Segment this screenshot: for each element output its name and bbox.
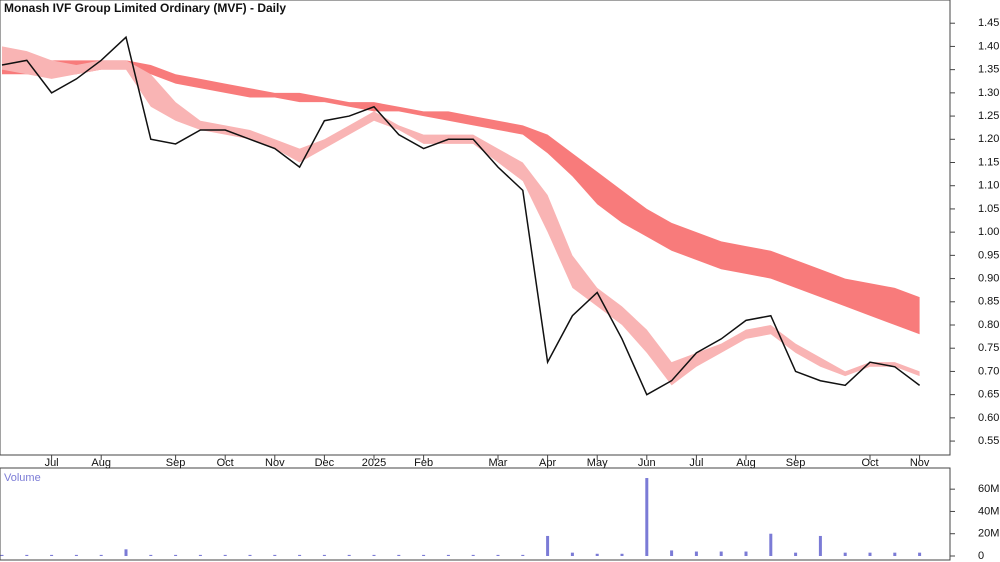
volume-panel xyxy=(0,467,951,561)
volume-bar xyxy=(645,478,649,556)
volume-tick-label: 0 xyxy=(978,550,984,562)
x-tick-label: Feb xyxy=(414,457,433,469)
chart-title: Monash IVF Group Limited Ordinary (MVF) … xyxy=(4,1,286,15)
volume-bar xyxy=(347,554,351,556)
volume-bar xyxy=(868,552,872,556)
x-tick-label: Jul xyxy=(689,457,703,469)
volume-bar xyxy=(74,554,78,556)
volume-bar xyxy=(496,554,500,556)
volume-tick-label: 40M xyxy=(978,505,999,517)
x-tick-label: Jun xyxy=(638,457,656,469)
x-tick-label: Dec xyxy=(315,457,335,469)
volume-bar xyxy=(248,554,252,556)
volume-bar xyxy=(298,554,302,556)
y-tick-label: 1.15 xyxy=(978,156,999,168)
y-tick-label: 1.25 xyxy=(978,110,999,122)
volume-bar xyxy=(843,552,847,556)
volume-bar xyxy=(620,553,624,556)
x-tick-label: Aug xyxy=(736,457,756,469)
x-tick-label: Jul xyxy=(45,457,59,469)
volume-bar xyxy=(198,554,202,556)
y-tick-label: 0.90 xyxy=(978,272,999,284)
volume-bar xyxy=(0,554,4,556)
volume-bar xyxy=(422,554,426,556)
volume-bar xyxy=(719,551,723,556)
x-tick-label: May xyxy=(587,457,608,469)
y-tick-label: 0.95 xyxy=(978,249,999,261)
volume-title: Volume xyxy=(4,472,41,484)
y-tick-label: 1.05 xyxy=(978,203,999,215)
y-tick-label: 0.65 xyxy=(978,389,999,401)
volume-bar xyxy=(25,554,29,556)
y-tick-label: 1.20 xyxy=(978,133,999,145)
volume-bar xyxy=(918,552,922,556)
volume-tick-label: 60M xyxy=(978,483,999,495)
volume-bar xyxy=(570,552,574,556)
x-tick-label: Oct xyxy=(217,457,234,469)
volume-bar xyxy=(223,554,227,556)
x-tick-label: Sep xyxy=(166,457,186,469)
volume-bar xyxy=(174,554,178,556)
ma-band xyxy=(2,46,920,386)
volume-bar xyxy=(794,552,798,556)
y-tick-label: 0.85 xyxy=(978,296,999,308)
y-tick-label: 1.10 xyxy=(978,180,999,192)
x-tick-label: Mar xyxy=(489,457,508,469)
y-tick-label: 1.00 xyxy=(978,226,999,238)
volume-bar xyxy=(446,554,450,556)
x-tick-label: Nov xyxy=(910,457,930,469)
volume-bar xyxy=(818,535,822,556)
x-tick-label: Nov xyxy=(265,457,285,469)
x-tick-label: 2025 xyxy=(362,457,386,469)
volume-bar xyxy=(546,535,550,556)
volume-bar xyxy=(149,554,153,556)
volume-bar xyxy=(694,551,698,556)
y-tick-label: 1.45 xyxy=(978,17,999,29)
volume-bar xyxy=(99,554,103,556)
y-tick-label: 0.75 xyxy=(978,342,999,354)
volume-bar xyxy=(744,551,748,556)
y-tick-label: 0.80 xyxy=(978,319,999,331)
y-tick-label: 1.35 xyxy=(978,64,999,76)
volume-bar xyxy=(670,550,674,556)
volume-tick-label: 20M xyxy=(978,528,999,540)
price-line xyxy=(1,35,921,396)
x-tick-label: Aug xyxy=(91,457,111,469)
volume-bar xyxy=(471,554,475,556)
volume-bar xyxy=(521,554,525,556)
volume-bar xyxy=(273,554,277,556)
volume-bar xyxy=(322,554,326,556)
volume-bar xyxy=(397,554,401,556)
y-tick-label: 0.60 xyxy=(978,412,999,424)
volume-bar xyxy=(595,553,599,556)
y-tick-label: 1.30 xyxy=(978,87,999,99)
x-tick-label: Oct xyxy=(861,457,878,469)
volume-bar xyxy=(372,554,376,556)
y-tick-label: 0.55 xyxy=(978,435,999,447)
x-tick-label: Apr xyxy=(539,457,556,469)
volume-bar xyxy=(124,549,128,556)
x-tick-label: Sep xyxy=(786,457,806,469)
volume-bar xyxy=(893,552,897,556)
volume-bar xyxy=(769,533,773,556)
y-tick-label: 0.70 xyxy=(978,365,999,377)
y-tick-label: 1.40 xyxy=(978,40,999,52)
volume-bar xyxy=(50,554,54,556)
